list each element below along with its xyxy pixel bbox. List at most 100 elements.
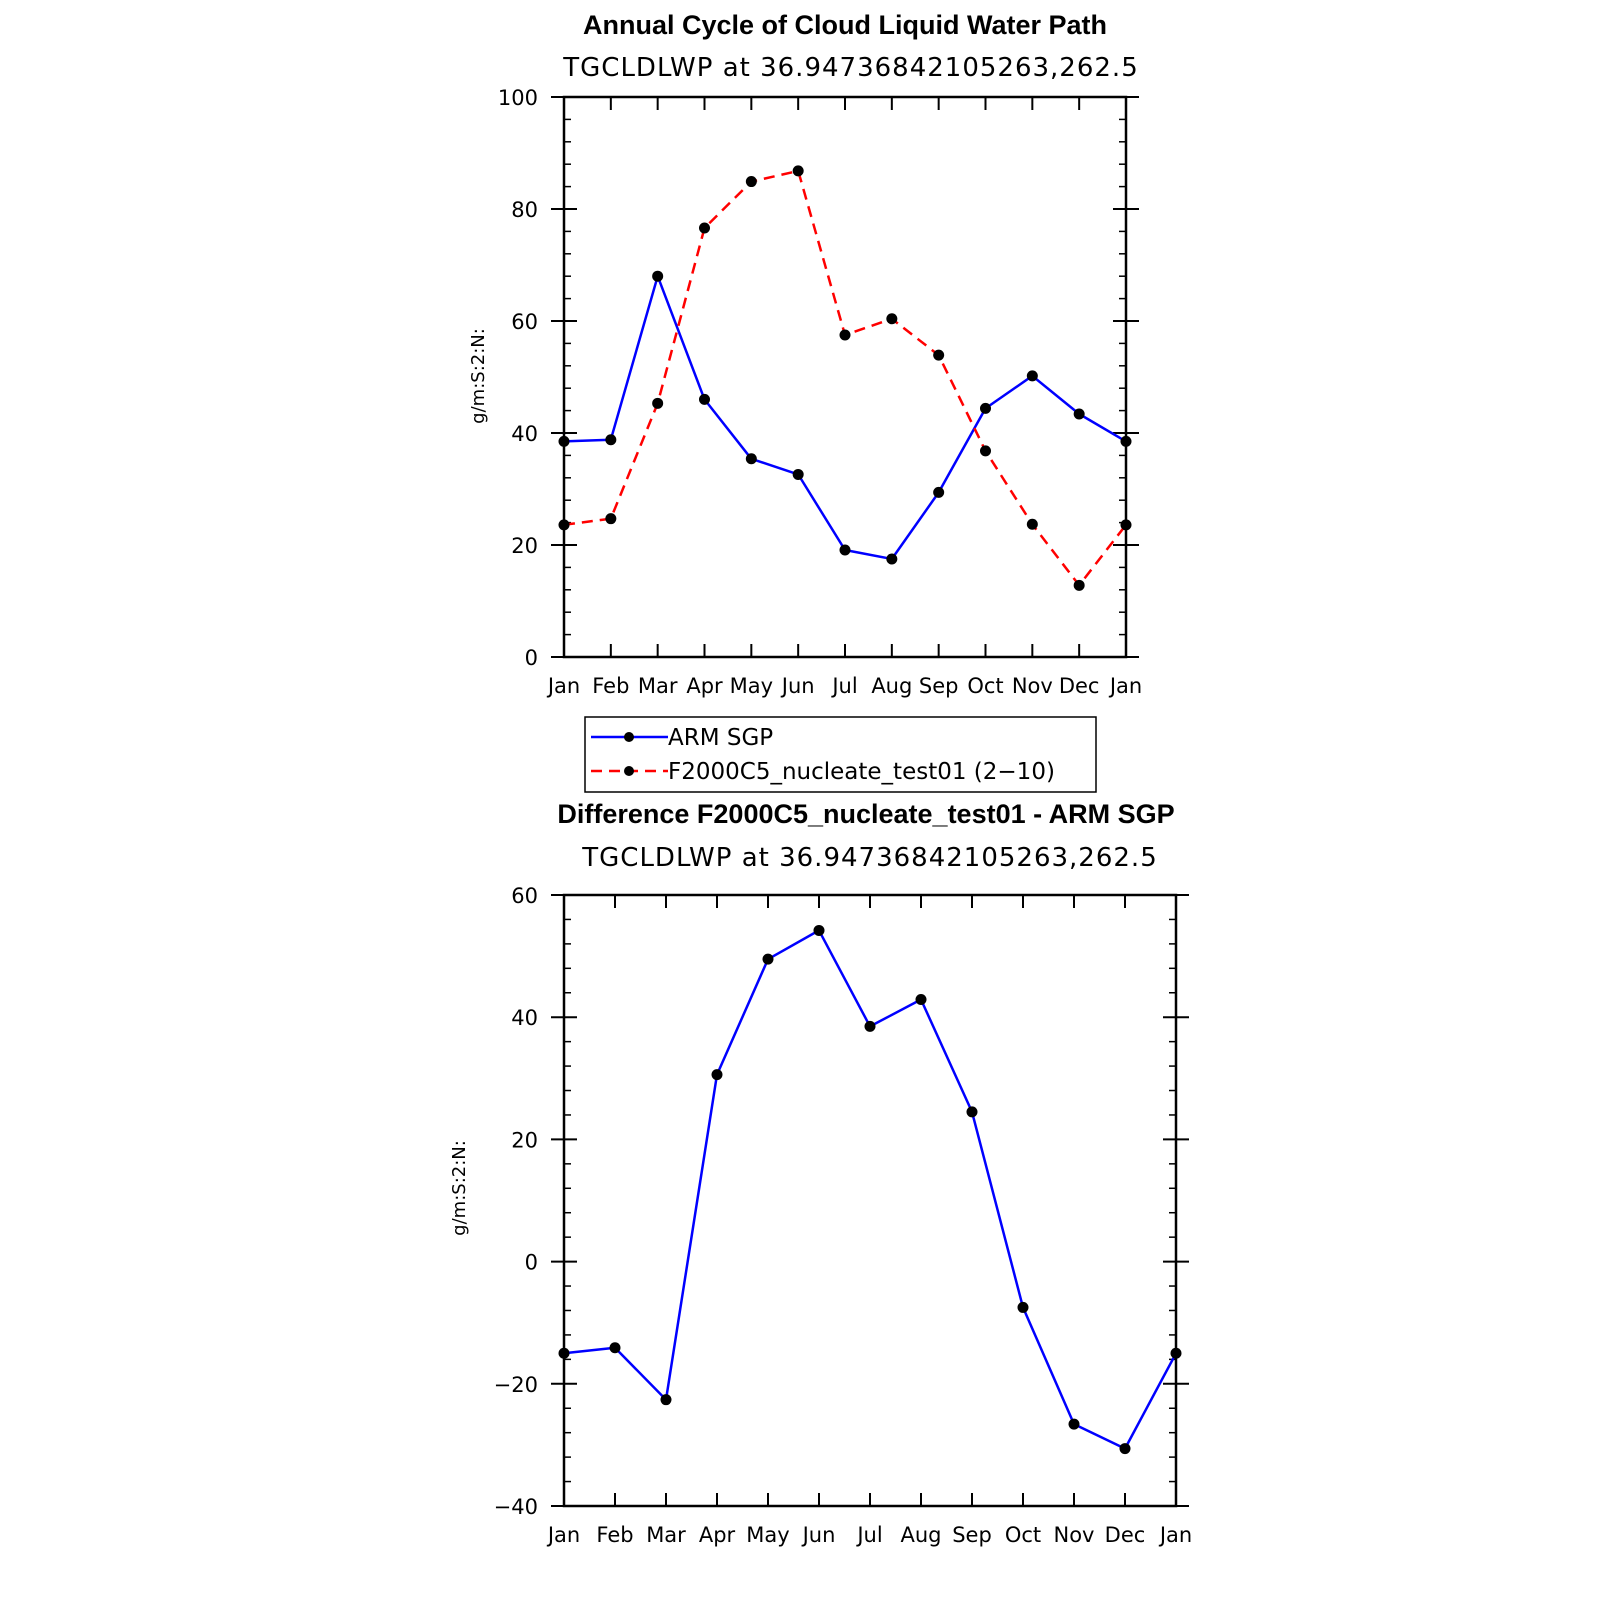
cycle-chart-axes: Jan Feb Mar Apr May Jun Jul Aug Sep Oct Nov Dec Jan 0… (498, 86, 1142, 698)
cycle-xtick-label: Aug (871, 674, 912, 698)
cycle-series-1-point (886, 313, 898, 325)
legend-marker-model (624, 766, 634, 776)
difference-xtick-label: Jul (855, 1523, 882, 1547)
cycle-xtick-label: Jan (1108, 674, 1142, 698)
difference-series-0-point (660, 1394, 672, 1406)
cycle-ytick-label: 20 (511, 534, 538, 558)
difference-series-0-point (966, 1106, 978, 1118)
legend-label-model: F2000C5_nucleate_test01 (2−10) (668, 759, 1055, 785)
difference-xtick-label: Jan (546, 1523, 580, 1547)
cycle-xtick-label: Jul (830, 674, 857, 698)
cycle-series-0-point (886, 553, 898, 565)
cycle-xtick-label: Oct (967, 674, 1003, 698)
difference-xtick-label: Jun (801, 1523, 836, 1547)
cycle-series-1-point (1073, 579, 1085, 591)
legend: ARM SGP F2000C5_nucleate_test01 (2−10) (584, 716, 1097, 793)
cycle-chart-ylabel: g/m:S:2:N: (468, 328, 489, 424)
cycle-series-1-point (652, 397, 664, 409)
cycle-series-0-point (980, 402, 991, 414)
difference-chart: Difference F2000C5_nucleate_test01 - ARM… (449, 799, 1192, 1547)
difference-series-0-point (1017, 1301, 1029, 1313)
cycle-xtick-label: May (730, 674, 773, 698)
cycle-xtick-label: Feb (592, 674, 629, 698)
cycle-series-0-point (839, 544, 851, 556)
cycle-series-0-point (933, 486, 945, 498)
difference-series-0-point (1119, 1443, 1131, 1455)
cycle-xtick-label: Jun (780, 674, 815, 698)
cycle-chart-series (558, 165, 1132, 591)
difference-series-0-point (813, 924, 825, 936)
cycle-plot-frame (562, 95, 1128, 659)
cycle-series-line-1 (563, 169, 1127, 587)
difference-plot-frame (562, 893, 1178, 1508)
difference-ytick-label: 60 (511, 884, 538, 908)
cycle-ytick-label: 60 (511, 310, 538, 334)
difference-ytick-label: 0 (525, 1251, 538, 1275)
cycle-xtick-label: Jan (546, 674, 580, 698)
cycle-series-1-point (792, 165, 804, 177)
difference-ytick-label: −40 (494, 1495, 538, 1519)
cycle-xtick-label: Dec (1059, 674, 1100, 698)
cycle-ytick-label: 40 (511, 422, 538, 446)
cycle-series-1-point (605, 513, 617, 525)
cycle-ytick-label: 0 (525, 646, 538, 670)
cycle-series-0-point (558, 435, 570, 447)
legend-marker-arm-sgp (624, 732, 634, 742)
difference-xtick-label: Dec (1105, 1523, 1146, 1547)
difference-series-line-0 (563, 929, 1178, 1450)
difference-series-0-point (762, 953, 774, 965)
cycle-series-1-point (558, 519, 570, 531)
cycle-series-0-point (699, 393, 710, 405)
cycle-chart-title: Annual Cycle of Cloud Liquid Water Path (583, 10, 1107, 40)
difference-xtick-label: Aug (900, 1523, 941, 1547)
legend-box (584, 716, 1097, 793)
cycle-series-1-point (933, 349, 945, 361)
cycle-series-0-point (652, 270, 664, 282)
difference-series-0-point (558, 1347, 570, 1359)
difference-xtick-label: Mar (646, 1523, 686, 1547)
cycle-xtick-label: Sep (919, 674, 959, 698)
cycle-series-1-point (1120, 519, 1132, 531)
difference-series-0-point (609, 1342, 621, 1354)
cycle-ytick-label: 80 (511, 198, 538, 222)
cycle-series-0-point (1120, 435, 1132, 447)
cycle-xtick-label: Mar (638, 674, 678, 698)
difference-xtick-label: Oct (1005, 1523, 1041, 1547)
difference-ytick-label: −20 (494, 1373, 538, 1397)
cycle-series-line-0 (563, 274, 1127, 561)
difference-xtick-label: Sep (952, 1523, 992, 1547)
difference-chart-series (558, 924, 1182, 1455)
difference-series-0-point (1170, 1347, 1182, 1359)
cycle-series-1-point (839, 329, 851, 341)
cycle-chart: Annual Cycle of Cloud Liquid Water Path … (468, 10, 1142, 793)
difference-xtick-label: Nov (1054, 1523, 1095, 1547)
cycle-series-0-point (1073, 408, 1085, 420)
cycle-series-1-point (745, 176, 757, 188)
difference-ytick-label: 40 (511, 1006, 538, 1030)
difference-ytick-label: 20 (511, 1128, 538, 1152)
difference-xtick-label: Jan (1158, 1523, 1192, 1547)
difference-chart-axes: Jan Feb Mar Apr May Jun Jul Aug Sep Oct Nov Dec Jan−… (494, 884, 1193, 1547)
difference-series-0-point (864, 1020, 876, 1032)
difference-series-0-point (711, 1069, 723, 1081)
cycle-series-0-point (1026, 370, 1038, 382)
cycle-series-0-point (605, 434, 617, 446)
difference-chart-ylabel: g/m:S:2:N: (449, 1140, 470, 1236)
difference-xtick-label: Apr (699, 1523, 736, 1547)
cycle-series-1-point (699, 222, 710, 234)
difference-xtick-label: Feb (596, 1523, 633, 1547)
difference-xtick-label: May (746, 1523, 789, 1547)
cycle-ytick-label: 100 (498, 86, 538, 110)
cycle-series-0-point (745, 453, 757, 465)
cycle-series-0-point (792, 468, 804, 480)
difference-series-0-point (915, 993, 927, 1005)
cycle-chart-subtitle: TGCLDLWP at 36.94736842105263,262.5 (562, 53, 1138, 83)
legend-label-arm-sgp: ARM SGP (668, 725, 773, 751)
difference-chart-subtitle: TGCLDLWP at 36.94736842105263,262.5 (581, 843, 1157, 873)
cycle-xtick-label: Apr (686, 674, 723, 698)
difference-chart-title: Difference F2000C5_nucleate_test01 - ARM… (557, 799, 1174, 829)
cycle-series-1-point (980, 445, 991, 457)
difference-series-0-point (1068, 1418, 1080, 1430)
cycle-xtick-label: Nov (1012, 674, 1053, 698)
